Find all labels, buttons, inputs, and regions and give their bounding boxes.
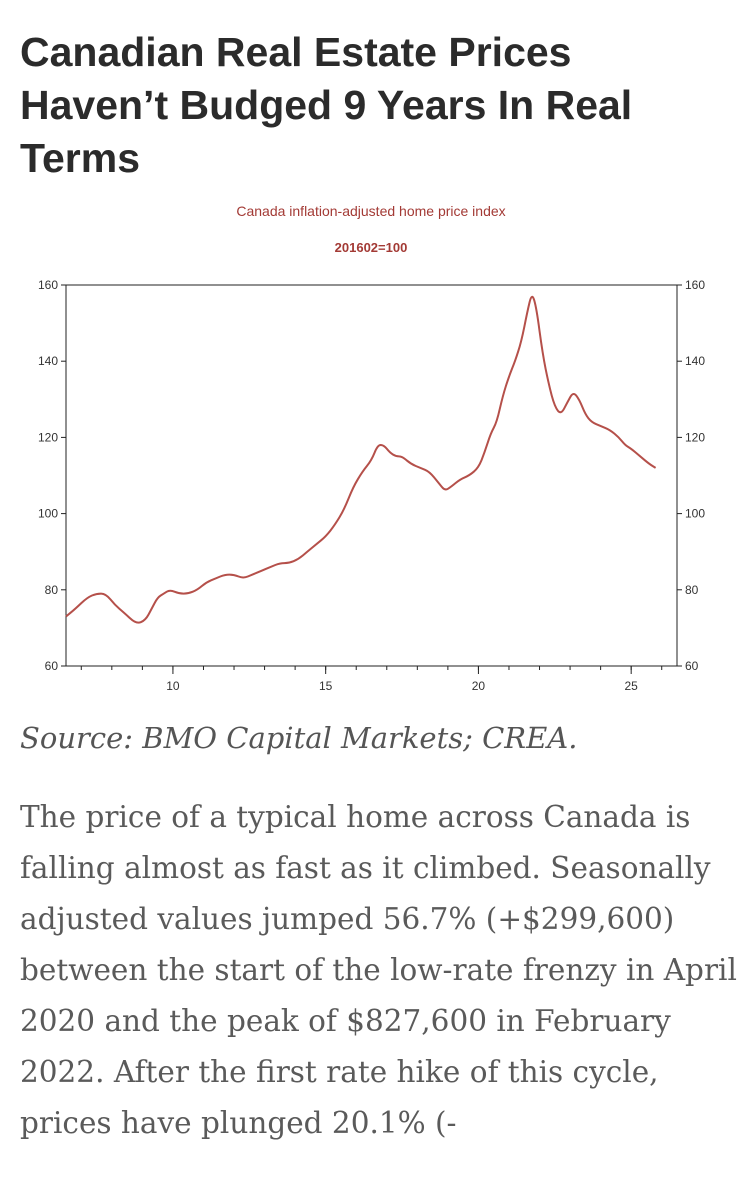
chart-source: Source: BMO Capital Markets; CREA. xyxy=(20,721,578,755)
y-tick-label-left: 140 xyxy=(38,354,58,368)
y-tick-label-right: 60 xyxy=(685,659,699,673)
plot-area xyxy=(65,284,678,667)
y-tick-label-right: 120 xyxy=(685,430,705,444)
y-tick-label-left: 60 xyxy=(45,659,59,673)
article-body: The price of a typical home across Canad… xyxy=(20,800,737,1140)
y-tick-label-left: 160 xyxy=(38,278,58,292)
y-tick-label-left: 100 xyxy=(38,507,58,521)
y-tick-label-left: 80 xyxy=(45,583,59,597)
x-tick-label: 10 xyxy=(166,679,180,693)
y-tick-label-right: 80 xyxy=(685,583,699,597)
home-price-chart: Canada inflation-adjusted home price ind… xyxy=(38,203,705,693)
x-tick-label: 15 xyxy=(319,679,333,693)
y-tick-label-right: 100 xyxy=(685,507,705,521)
series-line xyxy=(65,295,657,624)
article-headline: Canadian Real Estate Prices Haven’t Budg… xyxy=(20,29,633,181)
series-layer xyxy=(65,295,657,624)
chart-subtitle: 201602=100 xyxy=(335,240,408,255)
axes-layer: 60 60 80 80 100 100 120 120 140 140 160 160 10 15 20 25 xyxy=(38,278,705,693)
chart-container: Canada inflation-adjusted home price ind… xyxy=(0,188,745,708)
x-tick-label: 25 xyxy=(624,679,638,693)
y-tick-label-right: 160 xyxy=(685,278,705,292)
chart-title: Canada inflation-adjusted home price ind… xyxy=(236,203,505,219)
y-tick-label-left: 120 xyxy=(38,430,58,444)
x-tick-label: 20 xyxy=(472,679,486,693)
y-tick-label-right: 140 xyxy=(685,354,705,368)
